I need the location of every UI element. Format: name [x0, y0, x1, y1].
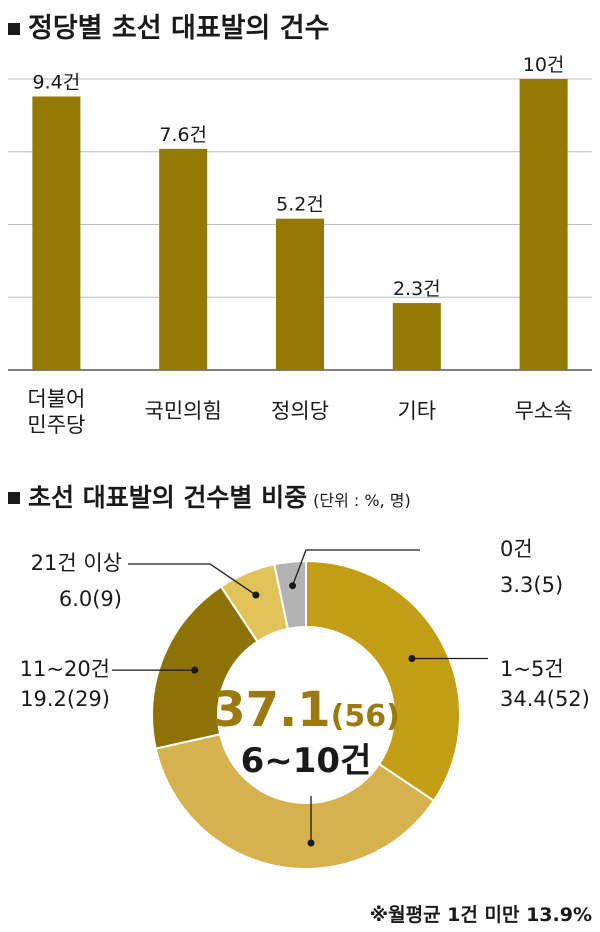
category-tick-label: 정의당	[271, 399, 329, 423]
slice-value-label: 3.3(5)	[500, 573, 563, 597]
donut-center-value: 37.1(56)	[212, 682, 400, 738]
bar-chart-title-text: 정당별 초선 대표발의 건수	[28, 13, 330, 44]
bar	[519, 79, 568, 370]
slice-label: 11~20건	[20, 657, 110, 681]
bar-chart-title: 정당별 초선 대표발의 건수	[8, 6, 329, 45]
category-tick-label: 기타	[397, 399, 436, 423]
slice-label: 21건 이상	[31, 551, 122, 575]
square-bullet-icon	[8, 23, 20, 35]
bar-data-label: 10건	[523, 54, 565, 76]
donut-slice	[273, 559, 307, 631]
donut-slice	[305, 559, 461, 803]
leader-dot	[252, 591, 260, 599]
bar-data-label: 5.2건	[276, 194, 324, 216]
donut-slice	[154, 733, 436, 870]
slice-value-label: 19.2(29)	[20, 687, 110, 711]
donut-chart-title: 초선 대표발의 건수별 비중 (단위 : %, 명)	[8, 478, 411, 514]
category-tick-label: 국민의힘	[145, 399, 222, 423]
bar-data-label: 2.3건	[393, 278, 441, 300]
donut-center-percent: 37.1	[212, 682, 330, 738]
square-bullet-icon	[8, 492, 20, 504]
category-tick-label: 민주당	[27, 413, 85, 437]
slice-value-label: 34.4(52)	[500, 687, 590, 711]
category-tick-label: 더불어	[27, 387, 85, 411]
donut-center-label: 6~10건	[241, 741, 372, 781]
slice-label: 0건	[500, 537, 533, 561]
donut-chart-title-text: 초선 대표발의 건수별 비중	[28, 483, 308, 512]
bar	[32, 96, 81, 371]
category-tick-label: 무소속	[515, 399, 573, 423]
donut-unit-label: (단위 : %, 명)	[313, 491, 411, 510]
footnote: ※월평균 1건 미만 13.9%	[369, 904, 592, 926]
bar-data-label: 9.4건	[33, 71, 81, 93]
bar	[392, 303, 441, 370]
bar-data-label: 7.6건	[159, 124, 207, 146]
leader-line	[291, 549, 420, 586]
bar	[159, 148, 208, 370]
leader-line	[128, 563, 257, 596]
slice-label: 1~5건	[500, 657, 564, 681]
donut-center-count: (56)	[331, 699, 400, 734]
slice-value-label: 6.0(9)	[59, 587, 122, 611]
bar	[276, 218, 324, 370]
